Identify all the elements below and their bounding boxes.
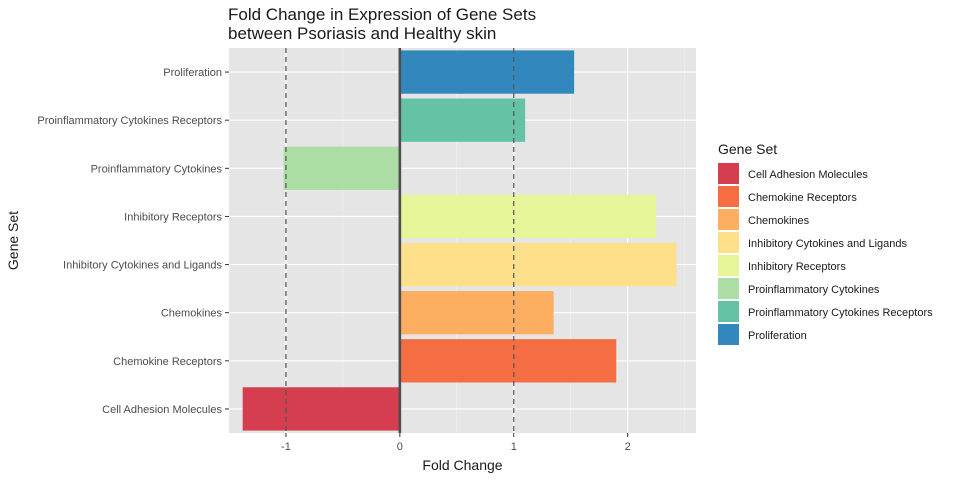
legend-swatch	[718, 209, 739, 230]
bar-proinflammatory-cytokines	[283, 146, 400, 190]
y-tick-label: Proliferation	[163, 67, 222, 79]
y-tick-label: Inhibitory Cytokines and Ligands	[63, 260, 222, 272]
bar-chemokine-receptors	[399, 339, 617, 383]
x-tick-label: 2	[625, 441, 631, 453]
legend-swatch	[718, 255, 739, 276]
legend: Gene Set Cell Adhesion Molecules Chemokine…	[718, 141, 933, 345]
chart-title-line-1: Fold Change in Expression of Gene Sets	[228, 5, 537, 24]
x-tick-label: 0	[397, 441, 403, 453]
legend-label: Inhibitory Cytokines and Ligands	[748, 238, 907, 250]
legend-swatch	[718, 324, 739, 345]
y-tick-label: Cell Adhesion Molecules	[102, 404, 222, 416]
bar-cell-adhesion-molecules	[242, 387, 400, 431]
y-tick-label: Proinflammatory Cytokines Receptors	[37, 115, 222, 127]
legend-title: Gene Set	[718, 141, 777, 157]
chart-title-line-2: between Psoriasis and Healthy skin	[228, 24, 497, 43]
y-tick-label: Inhibitory Receptors	[124, 211, 222, 223]
legend-label: Proinflammatory Cytokines	[748, 284, 880, 296]
y-tick-label: Chemokines	[161, 308, 223, 320]
reference-lines	[285, 48, 515, 433]
legend-label: Inhibitory Receptors	[748, 261, 846, 273]
x-tick-label: 1	[511, 441, 517, 453]
y-axis: Cell Adhesion Molecules Chemokine Recepto…	[37, 67, 229, 416]
y-axis-title: Gene Set	[5, 211, 21, 270]
bar-chemokines	[399, 291, 554, 335]
legend-swatch	[718, 301, 739, 322]
legend-label: Cell Adhesion Molecules	[748, 169, 868, 181]
bar-proliferation	[399, 50, 575, 94]
bar-inhibitory-cytokines-and-ligands	[399, 242, 677, 287]
legend-swatch	[718, 186, 739, 207]
x-axis-title: Fold Change	[422, 457, 502, 473]
x-axis: -1 0 1 2	[281, 433, 631, 453]
y-tick-label: Proinflammatory Cytokines	[91, 163, 223, 175]
legend-label: Proliferation	[748, 330, 807, 342]
legend-swatch	[718, 232, 739, 253]
legend-label: Proinflammatory Cytokines Receptors	[748, 307, 933, 319]
legend-swatch	[718, 278, 739, 299]
bar-proinflammatory-cytokines-receptors	[399, 98, 526, 142]
bar-inhibitory-receptors	[399, 194, 657, 239]
y-tick-label: Chemokine Receptors	[113, 356, 222, 368]
legend-label: Chemokine Receptors	[748, 192, 857, 204]
x-tick-label: -1	[281, 441, 291, 453]
legend-label: Chemokines	[748, 215, 810, 227]
legend-swatch	[718, 163, 739, 184]
bars	[242, 50, 677, 431]
